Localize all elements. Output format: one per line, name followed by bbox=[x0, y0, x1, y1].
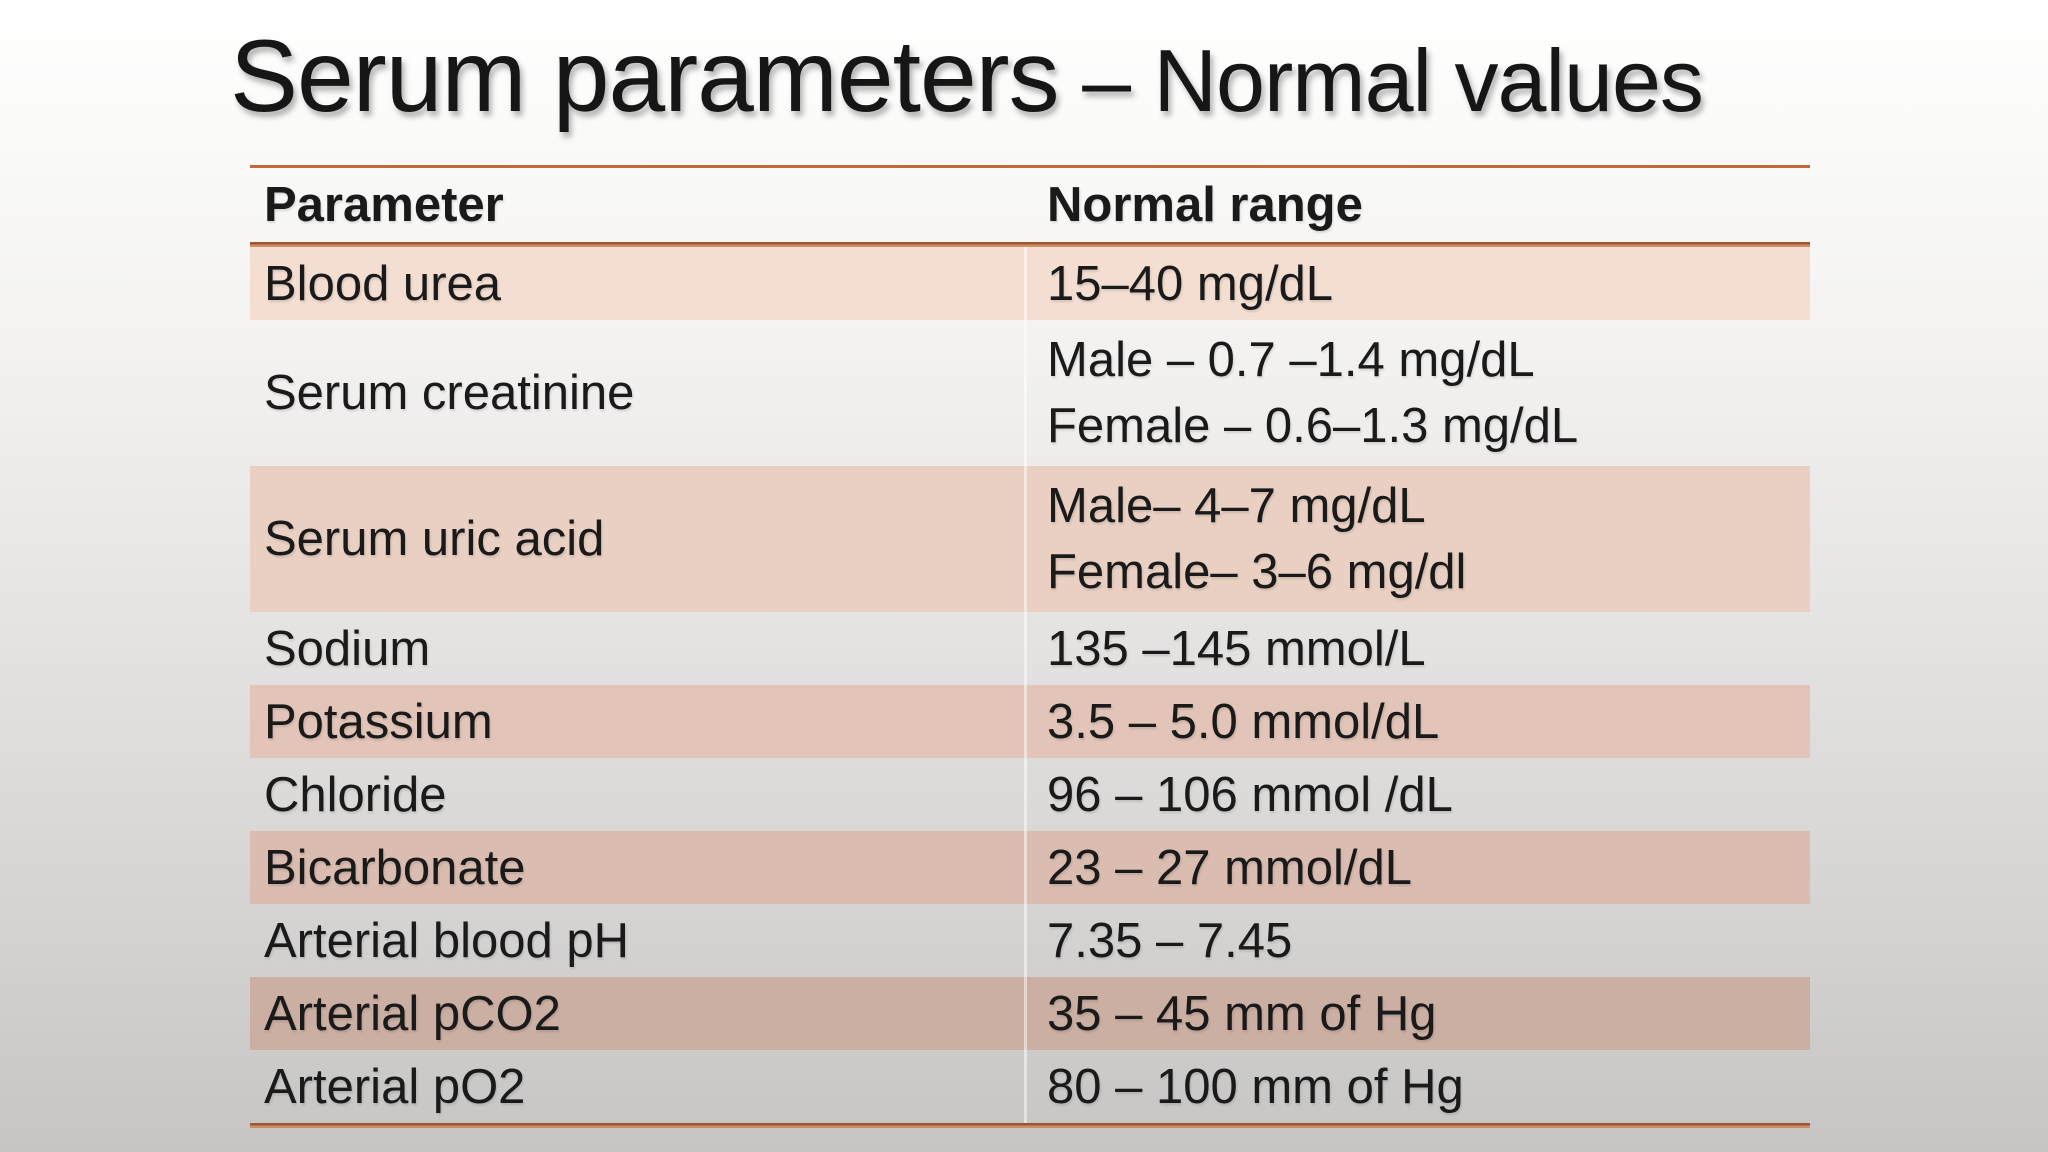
parameter-label: Bicarbonate bbox=[264, 840, 526, 895]
parameter-label: Chloride bbox=[264, 767, 447, 822]
header-range-label: Normal range bbox=[1047, 178, 1363, 232]
range-line: Male – 0.7 –1.4 mg/dL bbox=[1047, 333, 1535, 387]
range-cell: 7.35 – 7.45 bbox=[1027, 904, 1810, 977]
range-cell: 80 – 100 mm of Hg bbox=[1027, 1050, 1810, 1123]
header-range-cell: Normal range bbox=[1027, 168, 1810, 242]
page-title-main: Serum parameters bbox=[230, 19, 1060, 133]
range-line: 23 – 27 mmol/dL bbox=[1047, 840, 1412, 895]
range-line: 35 – 45 mm of Hg bbox=[1047, 986, 1437, 1041]
parameter-label: Arterial pCO2 bbox=[264, 986, 561, 1041]
parameter-cell: Chloride bbox=[250, 758, 1027, 831]
range-line: Female – 0.6–1.3 mg/dL bbox=[1047, 399, 1579, 453]
range-cell: 96 – 106 mmol /dL bbox=[1027, 758, 1810, 831]
table-row-arterial-blood-ph: Arterial blood pH 7.35 – 7.45 bbox=[250, 904, 1810, 977]
parameter-cell: Blood urea bbox=[250, 247, 1027, 320]
parameter-label: Serum creatinine bbox=[264, 366, 635, 420]
parameter-cell: Arterial pCO2 bbox=[250, 977, 1027, 1050]
page-title-sub: Normal values bbox=[1153, 31, 1703, 130]
range-cell: Male– 4–7 mg/dL Female– 3–6 mg/dl bbox=[1027, 466, 1810, 612]
range-line: 96 – 106 mmol /dL bbox=[1047, 767, 1453, 822]
range-cell: 15–40 mg/dL bbox=[1027, 247, 1810, 320]
table-row-arterial-pco2: Arterial pCO2 35 – 45 mm of Hg bbox=[250, 977, 1810, 1050]
page-title-separator: – bbox=[1058, 31, 1154, 130]
parameter-cell: Arterial blood pH bbox=[250, 904, 1027, 977]
parameter-label: Arterial blood pH bbox=[264, 913, 629, 968]
parameter-label: Blood urea bbox=[264, 256, 502, 311]
range-line: Male– 4–7 mg/dL bbox=[1047, 479, 1426, 533]
table-header-row: Parameter Normal range bbox=[250, 168, 1810, 242]
serum-parameters-table: Parameter Normal range Blood urea 15–40 … bbox=[250, 165, 1810, 1128]
table-header-rule bbox=[250, 242, 1810, 247]
table-bottom-rule bbox=[250, 1123, 1810, 1128]
range-cell: Male – 0.7 –1.4 mg/dL Female – 0.6–1.3 m… bbox=[1027, 320, 1810, 466]
range-line: 15–40 mg/dL bbox=[1047, 256, 1334, 311]
header-parameter-cell: Parameter bbox=[250, 168, 1027, 242]
parameter-cell: Bicarbonate bbox=[250, 831, 1027, 904]
table-row-bicarbonate: Bicarbonate 23 – 27 mmol/dL bbox=[250, 831, 1810, 904]
parameter-label: Sodium bbox=[264, 621, 431, 676]
table-row-potassium: Potassium 3.5 – 5.0 mmol/dL bbox=[250, 685, 1810, 758]
parameter-cell: Arterial pO2 bbox=[250, 1050, 1027, 1123]
range-line: 7.35 – 7.45 bbox=[1047, 913, 1293, 968]
parameter-cell: Serum uric acid bbox=[250, 466, 1027, 612]
range-line: 80 – 100 mm of Hg bbox=[1047, 1059, 1464, 1114]
header-parameter-label: Parameter bbox=[264, 178, 504, 232]
table-row-arterial-po2: Arterial pO2 80 – 100 mm of Hg bbox=[250, 1050, 1810, 1123]
table-row-serum-uric-acid: Serum uric acid Male– 4–7 mg/dL Female– … bbox=[250, 466, 1810, 612]
table-top-rule bbox=[250, 165, 1810, 168]
range-cell: 3.5 – 5.0 mmol/dL bbox=[1027, 685, 1810, 758]
range-cell: 23 – 27 mmol/dL bbox=[1027, 831, 1810, 904]
parameter-cell: Serum creatinine bbox=[250, 320, 1027, 466]
range-cell: 135 –145 mmol/L bbox=[1027, 612, 1810, 685]
range-line: Female– 3–6 mg/dl bbox=[1047, 545, 1467, 599]
parameter-label: Potassium bbox=[264, 694, 493, 749]
table-row-chloride: Chloride 96 – 106 mmol /dL bbox=[250, 758, 1810, 831]
parameter-label: Arterial pO2 bbox=[264, 1059, 526, 1114]
range-cell: 35 – 45 mm of Hg bbox=[1027, 977, 1810, 1050]
page-title: Serum parameters – Normal values bbox=[230, 16, 1704, 136]
table-row-sodium: Sodium 135 –145 mmol/L bbox=[250, 612, 1810, 685]
parameter-cell: Sodium bbox=[250, 612, 1027, 685]
table-row-blood-urea: Blood urea 15–40 mg/dL bbox=[250, 247, 1810, 320]
range-line: 135 –145 mmol/L bbox=[1047, 621, 1426, 676]
parameter-label: Serum uric acid bbox=[264, 512, 605, 566]
parameter-cell: Potassium bbox=[250, 685, 1027, 758]
table-row-serum-creatinine: Serum creatinine Male – 0.7 –1.4 mg/dL F… bbox=[250, 320, 1810, 466]
range-line: 3.5 – 5.0 mmol/dL bbox=[1047, 694, 1440, 749]
